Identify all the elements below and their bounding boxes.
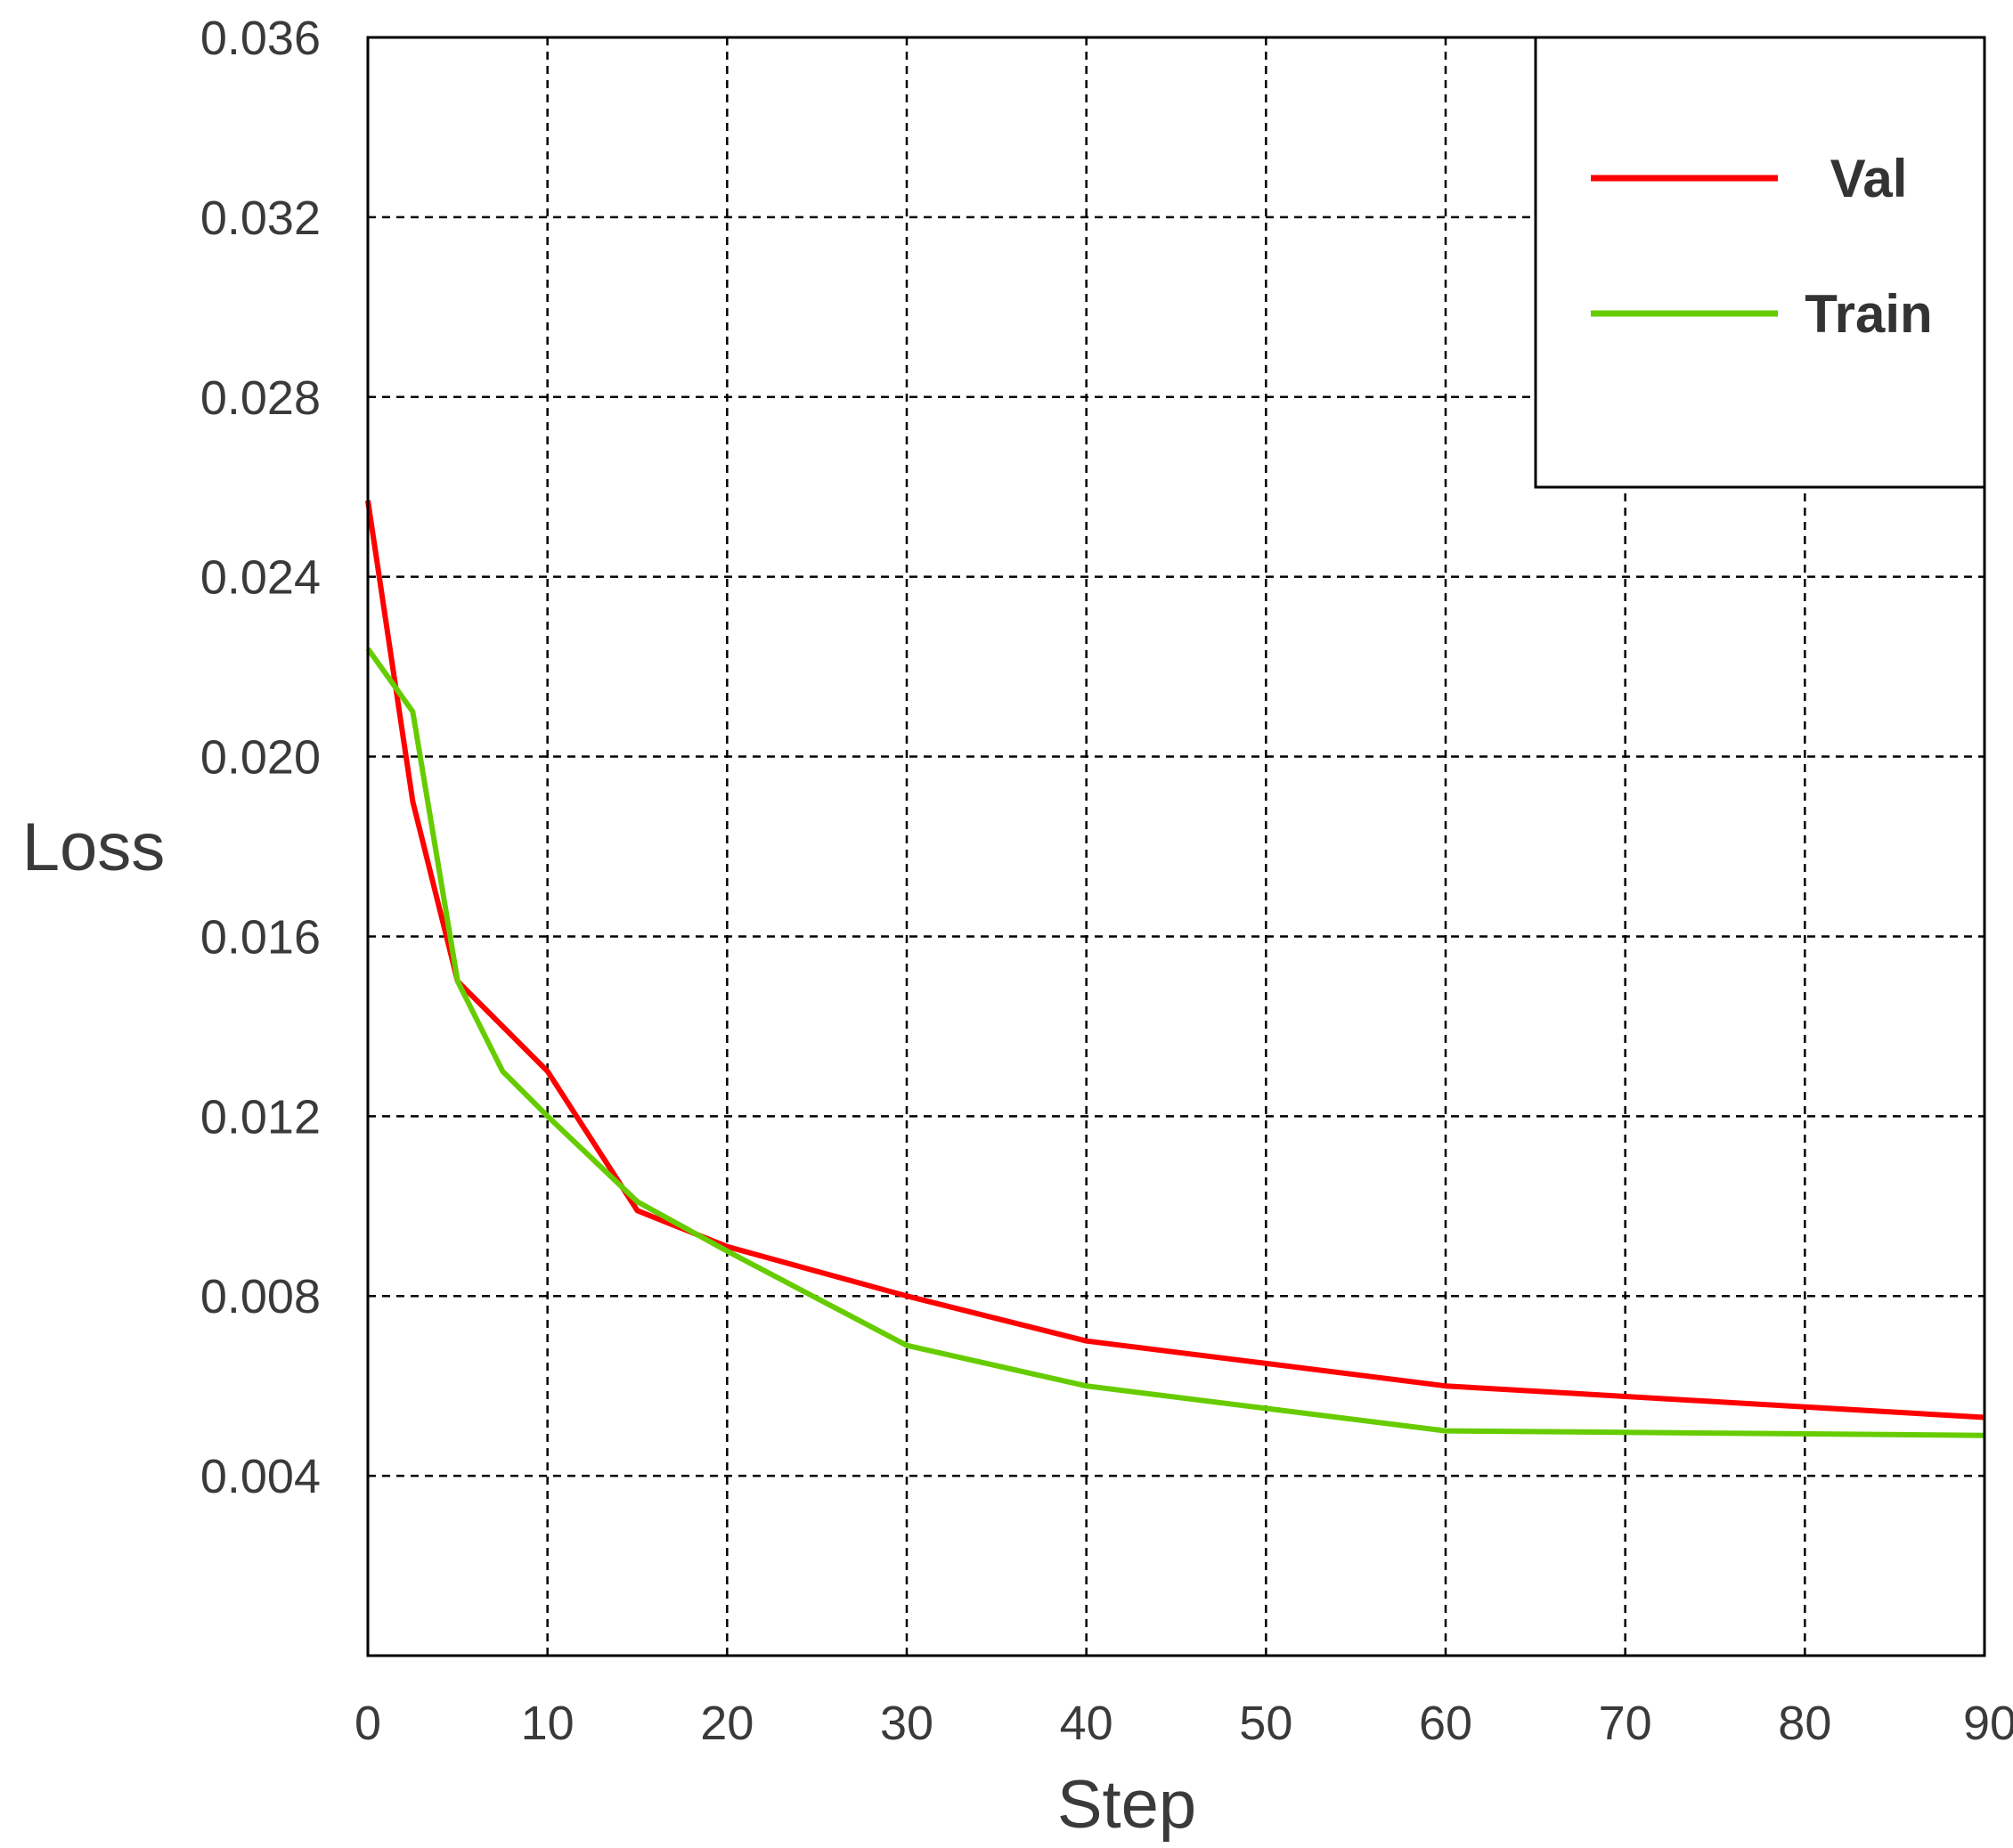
series-lines [365, 500, 1985, 1438]
x-axis-tick-labels: 0 10 20 30 40 50 60 70 80 90 [355, 1697, 2013, 1750]
x-tick-label: 90 [1963, 1697, 2013, 1750]
x-tick-label: 60 [1419, 1697, 1472, 1750]
y-tick-label: 0.020 [200, 731, 321, 785]
y-axis-title: Loss [22, 810, 166, 885]
series-line-val [365, 500, 1985, 1421]
y-tick-label: 0.036 [200, 12, 321, 65]
series-line-train [365, 647, 1985, 1438]
y-tick-label: 0.004 [200, 1450, 321, 1503]
y-tick-label: 0.012 [200, 1090, 321, 1144]
x-tick-label: 10 [521, 1697, 575, 1750]
y-tick-label: 0.032 [200, 191, 321, 245]
legend-label-train: Train [1805, 284, 1932, 344]
x-axis-title: Step [1057, 1767, 1196, 1843]
x-tick-label: 50 [1239, 1697, 1292, 1750]
y-tick-label: 0.016 [200, 910, 321, 964]
x-tick-label: 80 [1778, 1697, 1831, 1750]
legend-box [1534, 36, 1986, 489]
x-tick-label: 30 [880, 1697, 933, 1750]
x-tick-label: 20 [700, 1697, 754, 1750]
y-tick-label: 0.008 [200, 1270, 321, 1323]
x-tick-label: 0 [355, 1697, 381, 1750]
x-tick-label: 70 [1599, 1697, 1652, 1750]
x-tick-label: 40 [1060, 1697, 1113, 1750]
legend-label-val: Val [1830, 149, 1908, 208]
y-axis-tick-labels: 0.004 0.008 0.012 0.016 0.020 0.024 0.028 0.032… [200, 12, 321, 1503]
plot-area-border [366, 36, 1986, 1657]
y-tick-label: 0.028 [200, 371, 321, 425]
legend: Val Train [1534, 36, 1986, 489]
y-tick-label: 0.024 [200, 551, 321, 605]
